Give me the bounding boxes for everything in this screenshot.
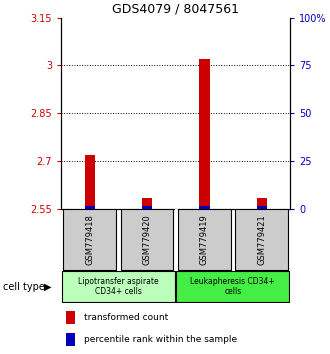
Bar	[199, 206, 210, 209]
Bar	[84, 155, 95, 209]
Bar	[142, 206, 152, 209]
Bar	[235, 210, 288, 270]
Text: GSM779421: GSM779421	[257, 215, 266, 265]
Text: GSM779420: GSM779420	[143, 215, 151, 265]
Bar	[121, 210, 174, 270]
Bar	[66, 333, 75, 346]
Bar	[66, 311, 75, 324]
Bar	[178, 210, 231, 270]
Text: ▶: ▶	[44, 282, 51, 292]
Title: GDS4079 / 8047561: GDS4079 / 8047561	[112, 2, 239, 15]
Bar	[176, 272, 289, 302]
Bar	[142, 198, 152, 209]
Bar	[62, 272, 175, 302]
Text: GSM779418: GSM779418	[85, 215, 94, 265]
Text: cell type: cell type	[3, 282, 45, 292]
Bar	[256, 206, 267, 209]
Text: Leukapheresis CD34+
cells: Leukapheresis CD34+ cells	[190, 277, 275, 296]
Bar	[199, 59, 210, 209]
Text: percentile rank within the sample: percentile rank within the sample	[84, 335, 238, 344]
Text: GSM779419: GSM779419	[200, 215, 209, 265]
Bar	[84, 206, 95, 209]
Bar	[256, 198, 267, 209]
Text: transformed count: transformed count	[84, 313, 169, 322]
Bar	[63, 210, 116, 270]
Text: Lipotransfer aspirate
CD34+ cells: Lipotransfer aspirate CD34+ cells	[78, 277, 159, 296]
